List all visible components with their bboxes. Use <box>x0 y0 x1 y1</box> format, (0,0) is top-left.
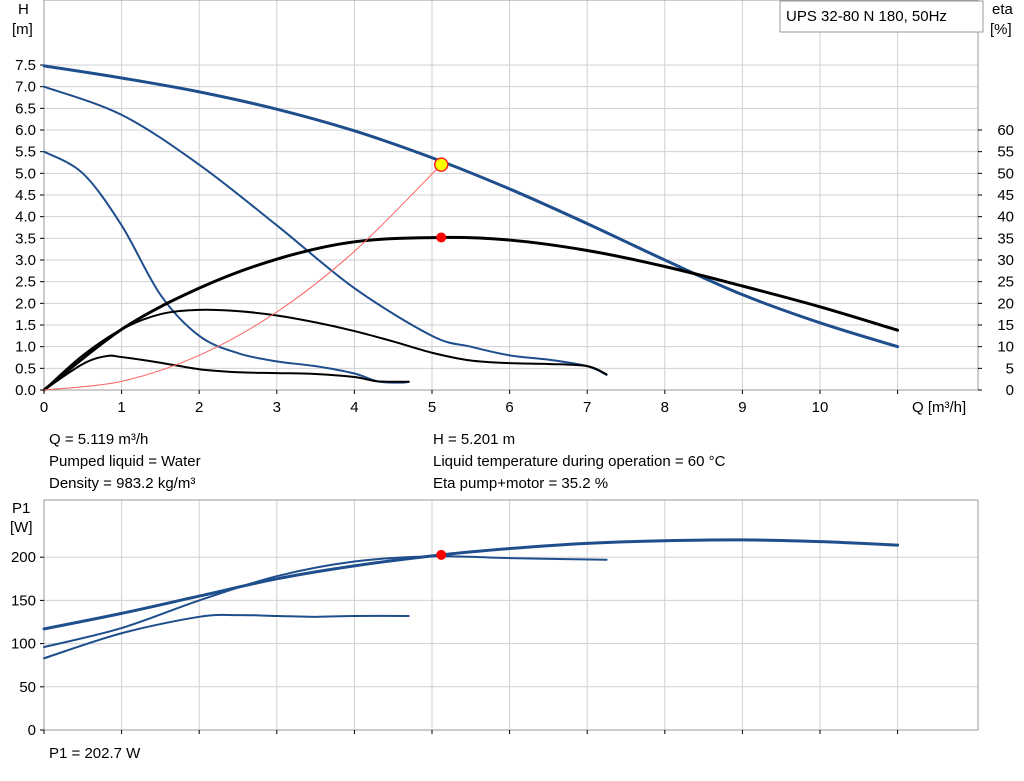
info-pumped-liquid: Pumped liquid = Water <box>49 453 201 470</box>
x-tick-label: 5 <box>428 399 436 416</box>
duty-point-marker <box>433 157 449 172</box>
bottom-chart-series <box>42 538 900 660</box>
y-tick-label: 3.0 <box>15 252 36 269</box>
p1-tick-label: 200 <box>11 549 36 566</box>
y-tick-label: 5.0 <box>15 165 36 182</box>
p1-curve-speed-1 <box>43 613 410 660</box>
y-tick-label: 5.5 <box>15 144 36 161</box>
p1-footer: P1 = 202.7 W <box>49 745 141 762</box>
p1-axis-label: P1 <box>12 500 30 517</box>
x-tick-label: 2 <box>195 399 203 416</box>
y2-tick-label: 30 <box>997 252 1014 269</box>
x-tick-label: 3 <box>273 399 281 416</box>
p1-axis-label-unit: [W] <box>10 519 33 536</box>
y2-tick-label: 5 <box>1006 360 1014 377</box>
info-head: H = 5.201 m <box>433 431 516 448</box>
top-chart-markers <box>433 157 449 243</box>
top-chart-axes: 0.0 0.5 1.0 1.5 2.0 2.5 3.0 3.5 4.0 4.5 5.0 5.5 6.0 6… <box>15 57 1014 416</box>
x-tick-label: 0 <box>40 399 48 416</box>
y2-tick-label: 20 <box>997 295 1014 312</box>
bottom-chart-grid <box>44 500 978 730</box>
y2-tick-label: 15 <box>997 317 1014 334</box>
p1-tick-label: 0 <box>28 722 36 739</box>
x-tick-label: 1 <box>117 399 125 416</box>
y2-axis-label-eta: eta <box>992 1 1014 18</box>
y-tick-label: 6.0 <box>15 122 36 139</box>
p1-curve-speed-2 <box>43 555 608 649</box>
head-curve-speed-2 <box>43 85 608 376</box>
p1-tick-label: 50 <box>19 679 36 696</box>
y2-tick-label: 0 <box>1006 382 1014 399</box>
y2-tick-label: 45 <box>997 187 1014 204</box>
bottom-chart-frame <box>43 499 979 731</box>
x-tick-label: 10 <box>812 399 829 416</box>
p1-tick-label: 100 <box>11 636 36 653</box>
y2-tick-label: 40 <box>997 209 1014 226</box>
eta-curve-max <box>42 235 900 392</box>
info-right: H = 5.201 m Liquid temperature during op… <box>433 431 725 493</box>
eta-curve-speed-2 <box>43 308 608 391</box>
bottom-chart-markers <box>436 549 447 560</box>
x-axis-label: Q [m³/h] <box>912 399 966 416</box>
info-flow: Q = 5.119 m³/h <box>49 431 149 448</box>
info-left: Q = 5.119 m³/h Pumped liquid = Water Den… <box>49 431 201 493</box>
y2-tick-label: 25 <box>997 274 1014 291</box>
y-tick-label: 2.0 <box>15 295 36 312</box>
info-eta: Eta pump+motor = 35.2 % <box>433 475 609 492</box>
y-axis-label-h-unit: [m] <box>12 21 33 38</box>
y-tick-label: 3.5 <box>15 230 36 247</box>
p1-point-marker <box>436 549 447 560</box>
p1-curve-max <box>42 538 900 631</box>
y2-tick-label: 60 <box>997 122 1014 139</box>
eta-point-marker <box>436 232 447 243</box>
chart-title: UPS 32-80 N 180, 50Hz <box>786 8 947 25</box>
y2-tick-label: 10 <box>997 339 1014 356</box>
eta-curve-speed-1 <box>43 354 410 391</box>
top-chart-grid <box>44 0 978 390</box>
y-tick-label: 7.5 <box>15 57 36 74</box>
y2-tick-label: 55 <box>997 144 1014 161</box>
bottom-chart-axes: 0 50 100 150 200 <box>11 549 899 739</box>
y-tick-label: 2.5 <box>15 274 36 291</box>
y-tick-label: 1.5 <box>15 317 36 334</box>
y-tick-label: 1.0 <box>15 339 36 356</box>
y-axis-label-h: H <box>18 1 29 18</box>
y2-axis-label-eta-unit: [%] <box>990 21 1012 38</box>
y-tick-label: 4.0 <box>15 209 36 226</box>
top-chart-series <box>42 64 900 392</box>
y-tick-label: 0.5 <box>15 360 36 377</box>
head-curve-max <box>42 64 900 349</box>
info-density: Density = 983.2 kg/m³ <box>49 475 196 492</box>
y-tick-label: 0.0 <box>15 382 36 399</box>
system-curve <box>43 164 442 391</box>
y-tick-label: 6.5 <box>15 100 36 117</box>
x-tick-label: 4 <box>350 399 358 416</box>
y-tick-label: 4.5 <box>15 187 36 204</box>
info-liquid-temperature: Liquid temperature during operation = 60… <box>433 453 726 470</box>
y2-tick-label: 35 <box>997 230 1014 247</box>
y2-tick-label: 50 <box>997 165 1014 182</box>
x-tick-label: 6 <box>505 399 513 416</box>
y-tick-label: 7.0 <box>15 79 36 96</box>
x-tick-label: 8 <box>661 399 669 416</box>
title-box <box>779 0 984 33</box>
x-tick-label: 7 <box>583 399 591 416</box>
x-tick-label: 9 <box>738 399 746 416</box>
p1-tick-label: 150 <box>11 592 36 609</box>
